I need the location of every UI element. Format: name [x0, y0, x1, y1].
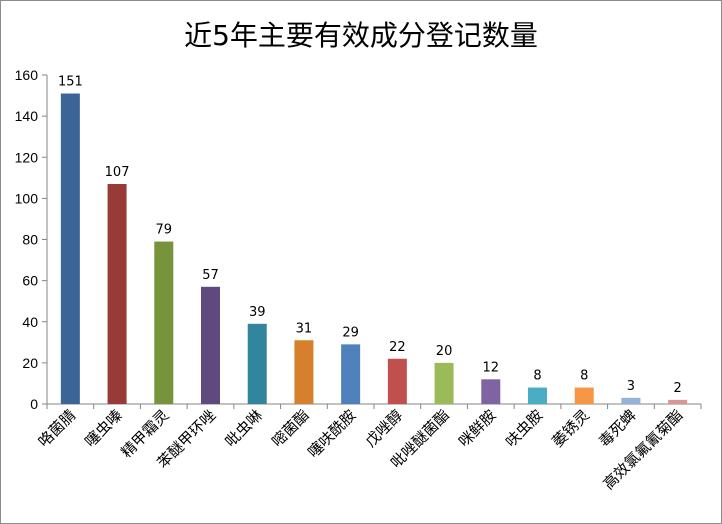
bar — [247, 323, 267, 404]
bar — [574, 387, 594, 404]
x-tick-label: 咯菌腈 — [35, 406, 80, 451]
data-label: 12 — [483, 360, 500, 375]
data-label: 151 — [58, 75, 83, 90]
y-tick-label: 140 — [15, 108, 39, 124]
data-label: 8 — [580, 369, 588, 384]
y-tick-label: 120 — [15, 149, 39, 165]
x-tick-label: 吡虫啉 — [221, 406, 266, 451]
data-label: 20 — [436, 344, 453, 359]
bar — [60, 93, 80, 404]
x-tick-label: 噻呋酰胺 — [304, 406, 359, 461]
data-label: 107 — [105, 165, 130, 180]
x-tick-label: 毒死蜱 — [595, 406, 640, 451]
y-tick-label: 20 — [22, 355, 38, 371]
y-tick-label: 40 — [22, 314, 38, 330]
bar — [481, 379, 501, 404]
data-label: 8 — [533, 369, 541, 384]
bar — [434, 362, 454, 404]
x-tick-label: 咪鲜胺 — [455, 406, 500, 451]
data-label: 3 — [627, 379, 635, 394]
data-label: 22 — [389, 340, 406, 355]
bar — [154, 241, 174, 404]
bar — [341, 344, 361, 404]
data-label: 39 — [249, 305, 266, 320]
data-label: 57 — [202, 268, 219, 283]
y-tick-label: 80 — [22, 232, 38, 248]
y-tick-label: 100 — [15, 190, 39, 206]
bar — [294, 340, 314, 404]
x-tick-label: 噻虫嗪 — [81, 406, 126, 451]
bar — [387, 358, 407, 404]
x-tick-label: 嘧菌酯 — [268, 406, 313, 451]
x-tick-label: 戊唑醇 — [362, 406, 407, 451]
bar — [201, 286, 220, 404]
y-tick-label: 0 — [30, 396, 38, 412]
bar — [107, 183, 127, 404]
x-tick-label: 高效氯氟氰菊酯 — [599, 406, 686, 493]
data-label: 29 — [342, 325, 359, 340]
data-label: 2 — [674, 381, 682, 396]
x-tick-label: 呋虫胺 — [502, 406, 547, 451]
bars: 151 107 79 57 39 31 29 22 20 12 8 8 3 2 — [58, 75, 688, 404]
bar — [528, 387, 547, 404]
chart-title: 近5年主要有效成分登记数量 — [184, 19, 538, 52]
x-tick-label: 萎锈灵 — [548, 406, 593, 451]
data-label: 79 — [156, 223, 173, 238]
data-label: 31 — [296, 321, 313, 336]
bar — [621, 397, 641, 404]
bar — [668, 399, 688, 404]
y-tick-label: 160 — [15, 67, 39, 83]
y-tick-label: 60 — [22, 273, 38, 289]
